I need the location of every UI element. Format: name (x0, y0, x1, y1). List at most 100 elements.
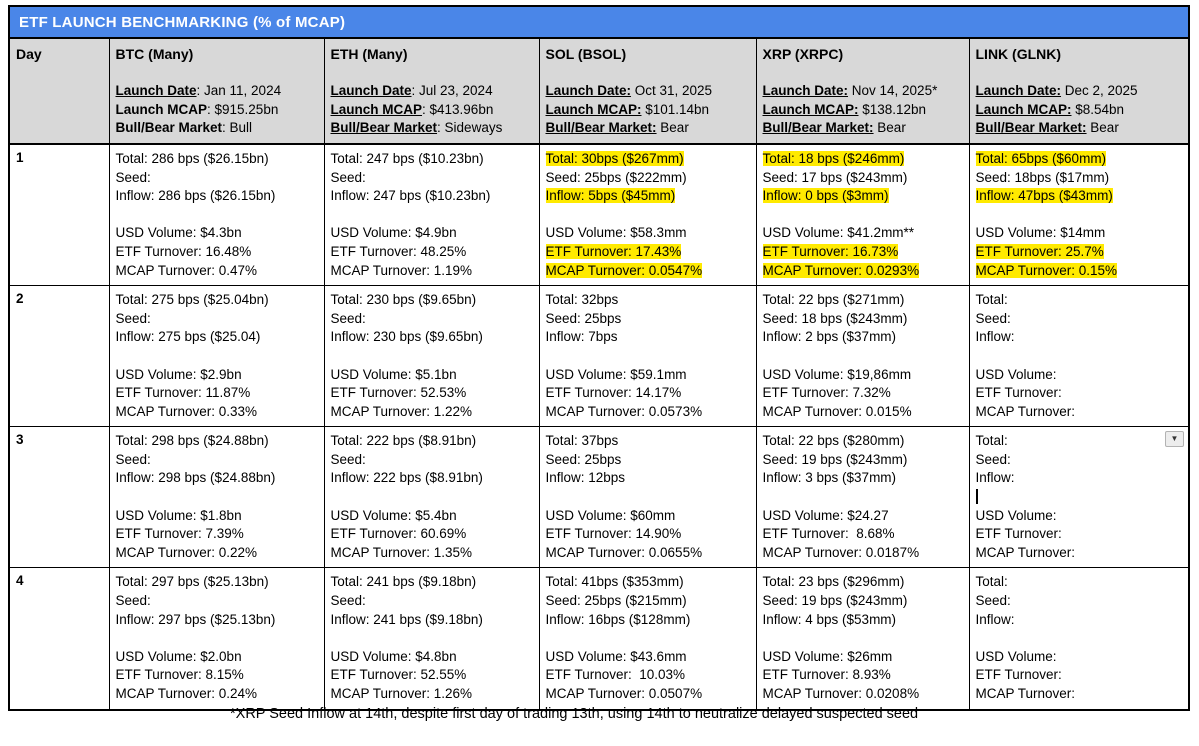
column-header-sol[interactable]: SOL (BSOL) Launch Date: Oct 31, 2025 Launc… (538, 37, 757, 145)
cell-line: Seed: (976, 451, 1183, 470)
data-cell-xrp[interactable]: Total: 22 bps ($280mm) Seed: 19 bps ($243… (755, 426, 970, 569)
cell-line: USD Volume: $2.9bn (116, 366, 318, 385)
table-row: 4 Total: 297 bps ($25.13bn) Seed: Inflow: 2… (8, 567, 1190, 711)
cell-line-text: Seed: 17 bps ($243mm) (762, 169, 908, 185)
cell-line-text: Seed: (330, 451, 366, 467)
data-cell-eth[interactable]: Total: 222 bps ($8.91bn) Seed: Inflow: 222… (323, 426, 540, 569)
header-field-label: Bull/Bear Market: (762, 120, 874, 136)
cell-line (546, 488, 750, 507)
cell-line-text: USD Volume: $4.3bn (115, 225, 242, 241)
cell-line-text: Total: 275 bps ($25.04bn) (115, 292, 269, 308)
cell-line-text: ETF Turnover: (975, 526, 1062, 542)
cell-line-text: MCAP Turnover: 0.22% (115, 544, 258, 560)
cell-line-text: Inflow: 222 bps ($8.91bn) (330, 470, 483, 486)
cell-line: Inflow: 241 bps ($9.18bn) (331, 611, 533, 630)
cell-line-text: Total: 41bps ($353mm) (545, 574, 684, 590)
column-header-btc[interactable]: BTC (Many) Launch Date: Jan 11, 2024 Launc… (108, 37, 325, 145)
column-title-text: BTC (Many) (115, 46, 194, 62)
cell-line-text: Inflow: 12bps (545, 470, 626, 486)
header-field-label: Launch Date (115, 83, 197, 99)
cell-line: Total: 275 bps ($25.04bn) (116, 291, 318, 310)
cell-line: Total: 22 bps ($280mm) (763, 432, 963, 451)
cell-line-text: Seed: (975, 593, 1011, 609)
day-cell[interactable]: 4 (8, 567, 110, 711)
cell-line-text: USD Volume: $58.3mm (545, 225, 687, 241)
cell-line-text: Seed: (330, 593, 366, 609)
table-title[interactable]: ETF LAUNCH BENCHMARKING (% of MCAP) (8, 5, 1190, 39)
cell-line-text: ETF Turnover: 8.15% (115, 667, 244, 683)
cell-line (116, 206, 318, 225)
data-cell-btc[interactable]: Total: 286 bps ($26.15bn) Seed: Inflow: 28… (108, 143, 325, 287)
cell-line: MCAP Turnover: 0.0573% (546, 403, 750, 422)
cell-line: Inflow: 3 bps ($37mm) (763, 469, 963, 488)
cell-line: Total: 65bps ($60mm) (975, 150, 1183, 169)
cell-line-text: Total: (975, 574, 1008, 590)
cell-line: Seed: (976, 310, 1183, 329)
cell-line: ETF Turnover: 7.39% (116, 525, 318, 544)
cell-line: Inflow: 7bps (546, 328, 750, 347)
header-field-label: Launch Date: (975, 83, 1062, 99)
day-cell[interactable]: 3 (8, 426, 110, 569)
data-cell-xrp[interactable]: Total: 23 bps ($296mm) Seed: 19 bps ($243… (755, 567, 970, 711)
cell-line-text: Inflow: 286 bps ($26.15bn) (115, 188, 276, 204)
header-field: Launch Date: Jan 11, 2024 (116, 82, 318, 101)
cell-line-text: Inflow: 16bps ($128mm) (545, 611, 691, 627)
cell-line: Total: 297 bps ($25.13bn) (116, 573, 318, 592)
cell-line: ETF Turnover: 8.15% (116, 666, 318, 685)
day-cell[interactable]: 1 (8, 143, 110, 287)
cell-line: Seed: (116, 451, 318, 470)
data-cell-btc[interactable]: Total: 297 bps ($25.13bn) Seed: Inflow: 29… (108, 567, 325, 711)
day-cell[interactable]: 2 (8, 285, 110, 428)
cell-line: Inflow: 298 bps ($24.88bn) (116, 469, 318, 488)
cell-line-text: ETF Turnover: 14.17% (545, 385, 682, 401)
cell-line: MCAP Turnover: 1.22% (331, 403, 533, 422)
text-cursor (975, 489, 978, 505)
data-cell-eth[interactable]: Total: 230 bps ($9.65bn) Seed: Inflow: 230… (323, 285, 540, 428)
cell-line: Seed: 25bps (546, 451, 750, 470)
data-cell-eth[interactable]: Total: 247 bps ($10.23bn) Seed: Inflow: 24… (323, 143, 540, 287)
data-cell-xrp[interactable]: Total: 22 bps ($271mm) Seed: 18 bps ($243… (755, 285, 970, 428)
data-cell-link[interactable]: Total: 65bps ($60mm) Seed: 18bps ($17mm) I… (968, 143, 1190, 287)
cell-line-text: ETF Turnover: 16.73% (762, 243, 899, 259)
cell-line: ETF Turnover: 11.87% (116, 384, 318, 403)
cell-line-text: MCAP Turnover: 0.33% (115, 403, 258, 419)
header-field-label: Launch MCAP: (545, 101, 642, 117)
cell-line-text: USD Volume: (975, 507, 1057, 523)
column-header-link[interactable]: LINK (GLNK) Launch Date: Dec 2, 2025 Launc… (968, 37, 1190, 145)
cell-line-text: USD Volume: $1.8bn (115, 507, 242, 523)
cell-line-text: Seed: (115, 593, 151, 609)
cell-line: Total: 286 bps ($26.15bn) (116, 150, 318, 169)
column-header-xrp[interactable]: XRP (XRPC) Launch Date: Nov 14, 2025* Laun… (755, 37, 970, 145)
data-cell-sol[interactable]: Total: 41bps ($353mm) Seed: 25bps ($215mm… (538, 567, 757, 711)
data-cell-sol[interactable]: Total: 37bps Seed: 25bps Inflow: 12bps USD … (538, 426, 757, 569)
data-cell-link[interactable]: Total: Seed: Inflow: USD Volume: ETF Turnove… (968, 285, 1190, 428)
cell-line (546, 206, 750, 225)
header-gap (116, 64, 318, 83)
cell-line: Total: (976, 291, 1183, 310)
cell-line: USD Volume: $41.2mm** (763, 224, 963, 243)
data-cell-sol[interactable]: Total: 30bps ($267mm) Seed: 25bps ($222mm… (538, 143, 757, 287)
cell-line-text: MCAP Turnover: 1.19% (330, 262, 473, 278)
title-row: ETF LAUNCH BENCHMARKING (% of MCAP) (8, 5, 1190, 39)
header-field: Bull/Bear Market: Bear (546, 119, 750, 138)
column-header-day[interactable]: Day (8, 37, 110, 145)
data-cell-btc[interactable]: Total: 275 bps ($25.04bn) Seed: Inflow: 27… (108, 285, 325, 428)
cell-line-text: USD Volume: $4.9bn (330, 225, 457, 241)
data-cell-sol[interactable]: Total: 32bps Seed: 25bps Inflow: 7bps USD V… (538, 285, 757, 428)
header-field-label: Launch MCAP (115, 101, 208, 117)
data-cell-link[interactable]: Total: Seed: Inflow: USD Volume: ETF Turnove… (968, 567, 1190, 711)
cell-line: Total: 41bps ($353mm) (546, 573, 750, 592)
cell-line-text: Total: 241 bps ($9.18bn) (330, 574, 477, 590)
cell-line: USD Volume: $4.3bn (116, 224, 318, 243)
cell-line-text: ETF Turnover: 7.39% (115, 526, 244, 542)
header-gap (763, 64, 963, 83)
data-cell-btc[interactable]: Total: 298 bps ($24.88bn) Seed: Inflow: 29… (108, 426, 325, 569)
data-cell-xrp[interactable]: Total: 18 bps ($246mm) Seed: 17 bps ($243… (755, 143, 970, 287)
data-cell-link[interactable]: ▼ Total: Seed: Inflow: USD Volume: ETF Turnov… (968, 426, 1190, 569)
day-number: 3 (16, 432, 24, 448)
dropdown-icon[interactable]: ▼ (1165, 431, 1184, 448)
cell-line-text: USD Volume: $24.27 (762, 507, 889, 523)
column-header-eth[interactable]: ETH (Many) Launch Date: Jul 23, 2024 Launc… (323, 37, 540, 145)
cell-line: Seed: (116, 310, 318, 329)
data-cell-eth[interactable]: Total: 241 bps ($9.18bn) Seed: Inflow: 241… (323, 567, 540, 711)
